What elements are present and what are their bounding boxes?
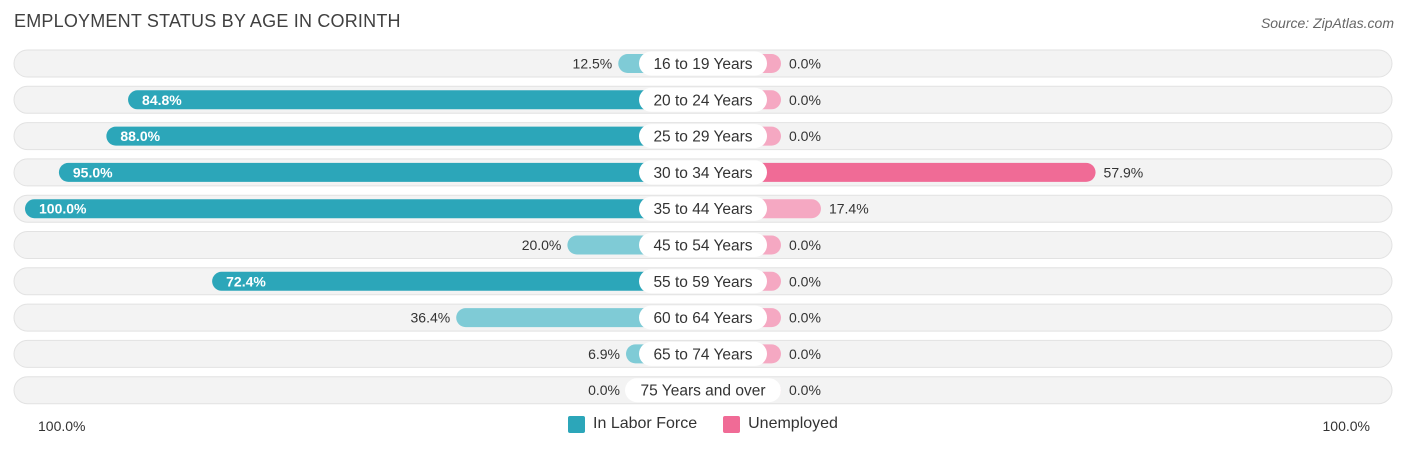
category-pill (625, 378, 781, 403)
category-label: 75 Years and over (641, 383, 766, 400)
category-pill (639, 341, 767, 366)
unemployed-value-label: 0.0% (789, 237, 821, 253)
category-label: 30 to 34 Years (653, 165, 752, 182)
legend: In Labor Force Unemployed (0, 415, 1406, 433)
legend-item-unemployed[interactable]: Unemployed (723, 415, 838, 433)
axis-right-label: 100.0% (1322, 418, 1370, 434)
labor-value-label: 20.0% (522, 237, 562, 253)
category-label: 35 to 44 Years (653, 201, 752, 218)
legend-label-unemployed: Unemployed (748, 415, 838, 432)
category-label: 25 to 29 Years (653, 129, 752, 146)
category-pill (639, 124, 767, 149)
unemployed-value-label: 0.0% (789, 346, 821, 362)
unemployed-value-label: 0.0% (789, 92, 821, 108)
category-label: 55 to 59 Years (653, 274, 752, 291)
labor-value-label: 88.0% (120, 128, 160, 144)
unemployed-value-label: 0.0% (789, 273, 821, 289)
category-pill (639, 87, 767, 112)
source-credit: Source: ZipAtlas.com (1260, 15, 1394, 31)
legend-label-labor: In Labor Force (593, 415, 698, 432)
legend-swatch-unemployed (723, 415, 741, 433)
labor-value-label: 12.5% (573, 56, 613, 72)
legend-item-labor-force[interactable]: In Labor Force (568, 415, 697, 433)
unemployed-value-label: 0.0% (789, 382, 821, 398)
labor-force-bar (106, 126, 704, 146)
labor-value-label: 72.4% (226, 273, 266, 289)
chart-title: EMPLOYMENT STATUS BY AGE IN CORINTH (14, 11, 401, 31)
axis-left-label: 100.0% (38, 418, 86, 434)
labor-value-label: 6.9% (588, 346, 620, 362)
category-label: 45 to 54 Years (653, 238, 752, 255)
labor-force-bar (212, 271, 704, 291)
labor-value-label: 36.4% (411, 310, 451, 326)
category-label: 16 to 19 Years (653, 56, 752, 73)
labor-value-label: 84.8% (142, 92, 182, 108)
labor-value-label: 100.0% (39, 201, 87, 217)
category-pill (639, 233, 767, 257)
unemployed-value-label: 0.0% (789, 56, 821, 72)
labor-value-label: 0.0% (588, 382, 620, 398)
unemployed-value-label: 0.0% (789, 310, 821, 326)
category-pill (639, 269, 767, 294)
unemployed-value-label: 17.4% (829, 201, 869, 217)
category-label: 65 to 74 Years (653, 346, 752, 363)
unemployed-value-label: 0.0% (789, 128, 821, 144)
category-pill (639, 305, 767, 330)
labor-force-bar (58, 162, 703, 182)
category-label: 20 to 24 Years (653, 92, 752, 109)
labor-force-bar (25, 199, 703, 219)
category-pill (639, 51, 767, 76)
employment-chart: 16 to 19 Years 12.5% 0.0% 20 to 24 Years 84.… (13, 49, 1393, 405)
unemployed-bar (703, 162, 1096, 182)
category-label: 60 to 64 Years (653, 310, 752, 327)
legend-swatch-labor (568, 415, 586, 433)
labor-value-label: 95.0% (73, 164, 113, 180)
category-pill (639, 160, 767, 185)
category-pill (639, 196, 767, 221)
labor-force-bar (128, 90, 703, 110)
unemployed-value-label: 57.9% (1104, 164, 1144, 180)
